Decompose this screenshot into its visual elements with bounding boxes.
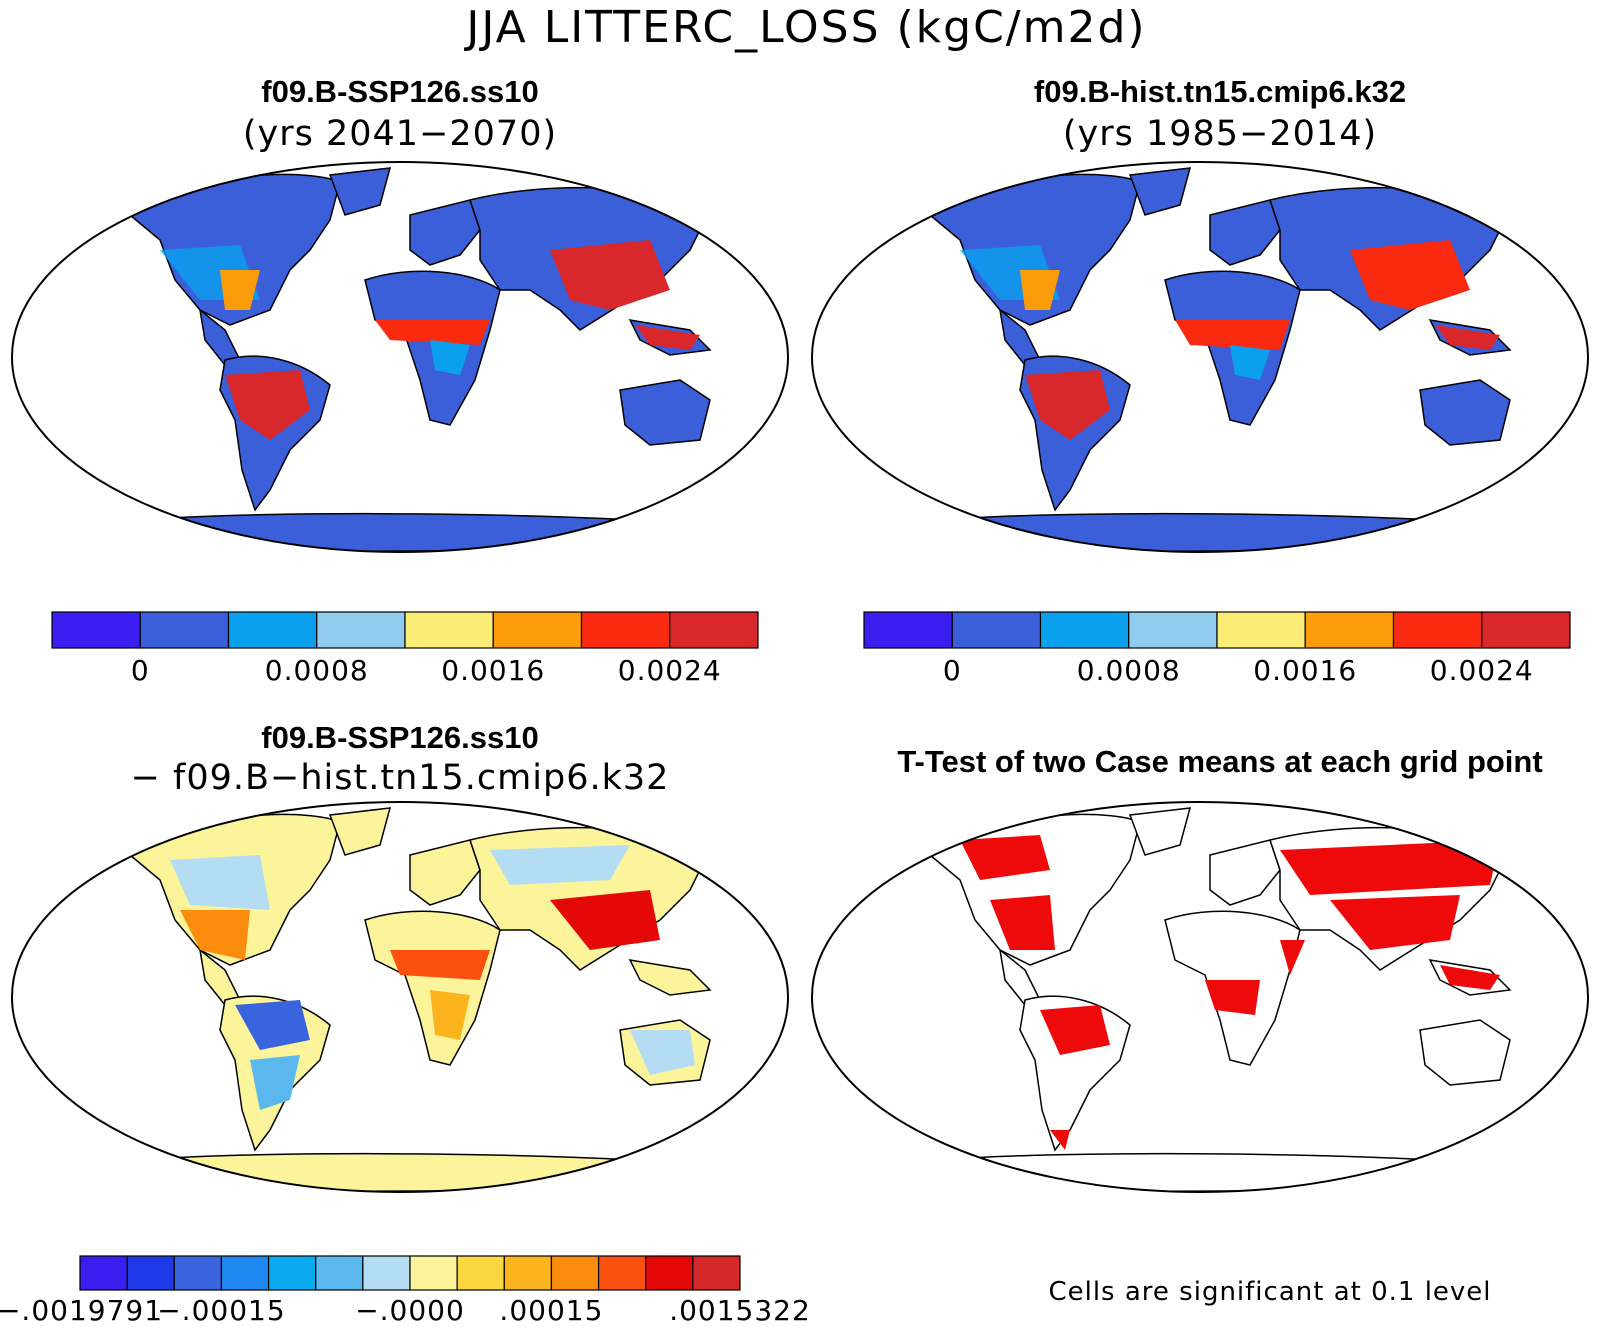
figure-title: JJA LITTERC_LOSS (kgC/m2d) [466, 2, 1147, 53]
colorbar-segment [580, 611, 671, 649]
colorbar-top-left [51, 611, 759, 649]
colorbar-tick-label: 0 [130, 654, 150, 687]
colorbar-tick-label: 0.0016 [441, 654, 546, 687]
colorbar-segment [220, 1255, 270, 1291]
colorbar-segment [1304, 611, 1395, 649]
colorbar-tick-label: 0.0024 [1429, 654, 1534, 687]
colorbar-segment [645, 1255, 694, 1291]
colorbar-tick-label: 0.0008 [264, 654, 369, 687]
panel-title-top-right: f09.B-hist.tn15.cmip6.k32 [1033, 74, 1407, 109]
panel-title-top-left: f09.B-SSP126.ss10 [261, 74, 539, 109]
colorbar-segment [951, 611, 1042, 649]
colorbar-segment [492, 611, 583, 649]
colorbar-tick-label: .00015 [499, 1294, 604, 1327]
colorbar-segment [692, 1255, 741, 1291]
colorbar-tick-label: −.0019791 [0, 1294, 164, 1327]
panel-years-top-right: (yrs 1985−2014) [1062, 114, 1378, 154]
colorbar-segment [227, 611, 318, 649]
colorbar-tick-label: 0.0016 [1253, 654, 1358, 687]
colorbar-segment [550, 1255, 600, 1291]
significance-note: Cells are significant at 0.1 level [1048, 1277, 1492, 1307]
colorbar-segment [597, 1255, 647, 1291]
panel-title-bottom-left: f09.B-SSP126.ss10 [261, 720, 539, 755]
colorbar-top-right [863, 611, 1571, 649]
colorbar-segment [362, 1255, 411, 1291]
colorbar-segment [1128, 611, 1218, 649]
colorbar-tick-label: 0 [942, 654, 962, 687]
panel-years-top-left: (yrs 2041−2070) [242, 114, 558, 154]
colorbar-segment [669, 611, 759, 649]
map-bottom-left [11, 801, 789, 1193]
colorbar-segment [1481, 611, 1571, 649]
colorbar-tick-label: 0.0024 [617, 654, 722, 687]
colorbar-segment [863, 611, 953, 649]
map-top-right [811, 161, 1589, 553]
colorbar-segment [267, 1255, 317, 1291]
colorbar-segment [1216, 611, 1306, 649]
colorbar-tick-label: 0.0008 [1076, 654, 1181, 687]
colorbar-tick-label: −.00015 [157, 1294, 286, 1327]
colorbar-segment [456, 1255, 505, 1291]
colorbar-bottom-left [79, 1255, 741, 1291]
colorbar-segment [1039, 611, 1130, 649]
panel-subtitle-bottom-left: − f09.B−hist.tn15.cmip6.k32 [130, 758, 670, 798]
colorbar-segment [1392, 611, 1483, 649]
colorbar-segment [173, 1255, 223, 1291]
colorbar-tick-label: −.0000 [355, 1294, 465, 1327]
colorbar-segment [404, 611, 494, 649]
panel-title-bottom-right: T-Test of two Case means at each grid po… [897, 744, 1543, 779]
colorbar-segment [409, 1255, 458, 1291]
colorbar-segment [316, 611, 406, 649]
colorbar-segment [79, 1255, 128, 1291]
colorbar-segment [126, 1255, 175, 1291]
map-bottom-right [811, 801, 1589, 1193]
colorbar-segment [139, 611, 230, 649]
significance-regions [960, 835, 1500, 1150]
colorbar-segment [51, 611, 141, 649]
colorbar-segment [315, 1255, 364, 1291]
colorbar-tick-label: .0015322 [669, 1294, 811, 1327]
map-top-left [11, 161, 789, 553]
colorbar-segment [503, 1255, 553, 1291]
